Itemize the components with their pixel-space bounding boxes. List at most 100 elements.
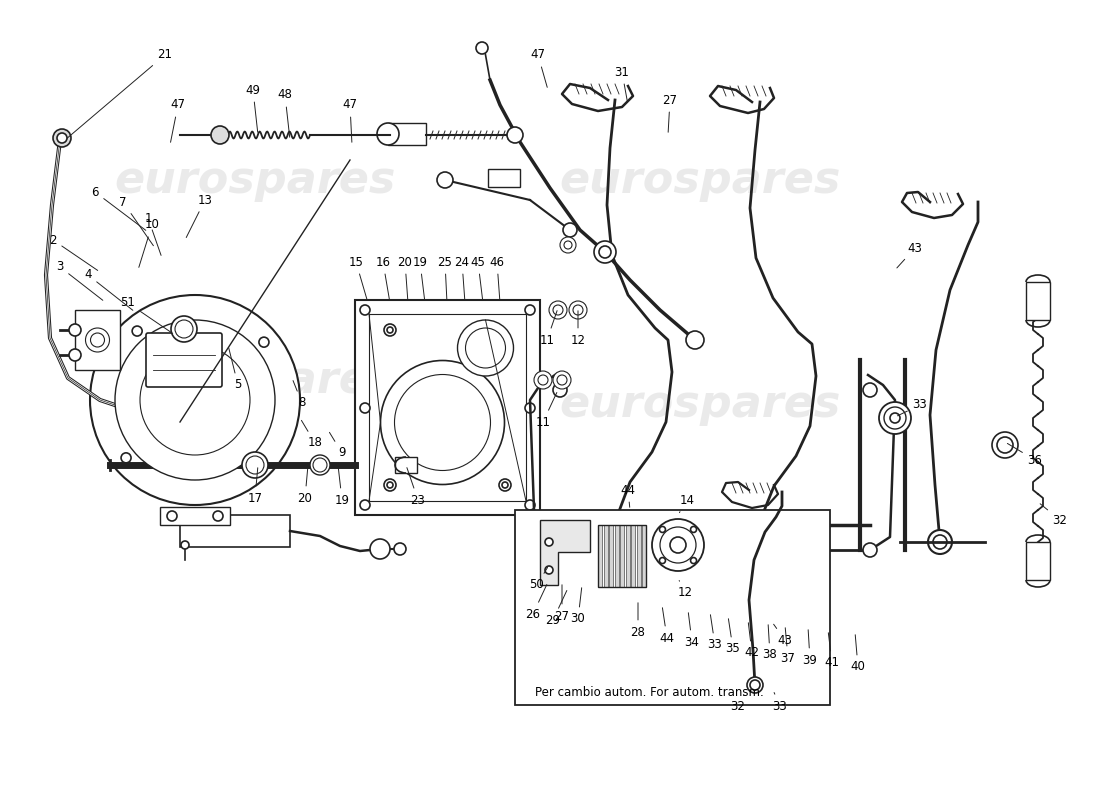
Circle shape: [621, 517, 638, 533]
Circle shape: [377, 123, 399, 145]
Text: Per cambio autom. For autom. transm.: Per cambio autom. For autom. transm.: [535, 686, 763, 698]
Circle shape: [360, 305, 370, 315]
Text: 34: 34: [684, 613, 700, 649]
Text: 2: 2: [50, 234, 98, 270]
Circle shape: [373, 542, 387, 556]
Circle shape: [69, 324, 81, 336]
Bar: [598, 525, 602, 587]
Circle shape: [538, 375, 548, 385]
Text: 20: 20: [298, 468, 312, 505]
Text: 30: 30: [571, 588, 585, 626]
Circle shape: [140, 345, 250, 455]
Text: 31: 31: [615, 66, 629, 102]
Circle shape: [211, 126, 229, 144]
Text: 27: 27: [554, 585, 570, 622]
Text: 33: 33: [898, 398, 927, 416]
Text: 20: 20: [397, 255, 412, 300]
Circle shape: [564, 241, 572, 249]
Bar: [515, 510, 830, 705]
Circle shape: [387, 482, 393, 488]
Bar: [1026, 282, 1050, 320]
Circle shape: [933, 535, 947, 549]
Text: 27: 27: [662, 94, 678, 132]
Circle shape: [544, 538, 553, 546]
Circle shape: [246, 456, 264, 474]
Circle shape: [476, 42, 488, 54]
Circle shape: [563, 223, 578, 237]
Text: 1: 1: [144, 211, 161, 255]
Circle shape: [660, 527, 696, 563]
Text: 16: 16: [375, 255, 390, 300]
Text: 17: 17: [248, 468, 263, 505]
Bar: [626, 525, 629, 587]
Text: 6: 6: [91, 186, 146, 230]
Text: 43: 43: [896, 242, 923, 268]
Circle shape: [384, 324, 396, 336]
Text: 44: 44: [620, 483, 636, 507]
Text: 25: 25: [438, 255, 452, 300]
Text: 47: 47: [530, 49, 547, 87]
Circle shape: [370, 539, 390, 559]
Circle shape: [652, 519, 704, 571]
Circle shape: [314, 458, 327, 472]
Circle shape: [553, 305, 563, 315]
Circle shape: [395, 374, 491, 470]
Circle shape: [57, 133, 67, 143]
Text: 35: 35: [726, 618, 740, 655]
Circle shape: [258, 337, 268, 347]
Text: 24: 24: [454, 255, 470, 300]
Bar: [604, 525, 607, 587]
Text: 10: 10: [139, 218, 159, 267]
Text: 45: 45: [471, 255, 485, 300]
Circle shape: [69, 349, 81, 361]
Bar: [180, 515, 290, 547]
Text: 8: 8: [293, 381, 306, 410]
Circle shape: [691, 558, 696, 563]
Circle shape: [747, 677, 763, 693]
Circle shape: [507, 127, 522, 143]
Circle shape: [121, 453, 131, 463]
Text: 18: 18: [301, 420, 322, 450]
Text: 11: 11: [539, 310, 557, 346]
Circle shape: [659, 526, 666, 533]
Circle shape: [90, 333, 104, 347]
Circle shape: [864, 383, 877, 397]
Bar: [368, 314, 526, 501]
Circle shape: [499, 479, 512, 491]
Circle shape: [560, 237, 576, 253]
Text: 12: 12: [571, 310, 585, 346]
Circle shape: [884, 407, 906, 429]
Text: 48: 48: [277, 89, 293, 138]
Text: eurospares: eurospares: [559, 383, 840, 426]
Text: 42: 42: [745, 622, 759, 659]
Bar: [75, 310, 120, 370]
Text: 38: 38: [762, 625, 778, 662]
Circle shape: [997, 437, 1013, 453]
Bar: [395, 457, 417, 473]
Text: 19: 19: [412, 255, 428, 300]
Text: 9: 9: [329, 432, 345, 459]
Circle shape: [132, 326, 142, 336]
Circle shape: [890, 413, 900, 423]
Circle shape: [465, 328, 506, 368]
Text: eurospares: eurospares: [559, 158, 840, 202]
Text: 44: 44: [660, 608, 674, 645]
Circle shape: [90, 295, 300, 505]
Circle shape: [242, 452, 268, 478]
Bar: [620, 525, 624, 587]
Text: 37: 37: [781, 628, 795, 665]
Circle shape: [691, 526, 696, 533]
Text: 49: 49: [245, 83, 261, 132]
Circle shape: [686, 331, 704, 349]
Circle shape: [502, 482, 508, 488]
Circle shape: [53, 129, 72, 147]
Text: 19: 19: [334, 468, 350, 506]
Circle shape: [116, 320, 275, 480]
Text: 41: 41: [825, 633, 839, 670]
Circle shape: [182, 541, 189, 549]
Bar: [488, 169, 520, 187]
Circle shape: [525, 305, 535, 315]
Circle shape: [670, 537, 686, 553]
Text: 32: 32: [1041, 504, 1067, 526]
Text: 23: 23: [407, 468, 426, 506]
